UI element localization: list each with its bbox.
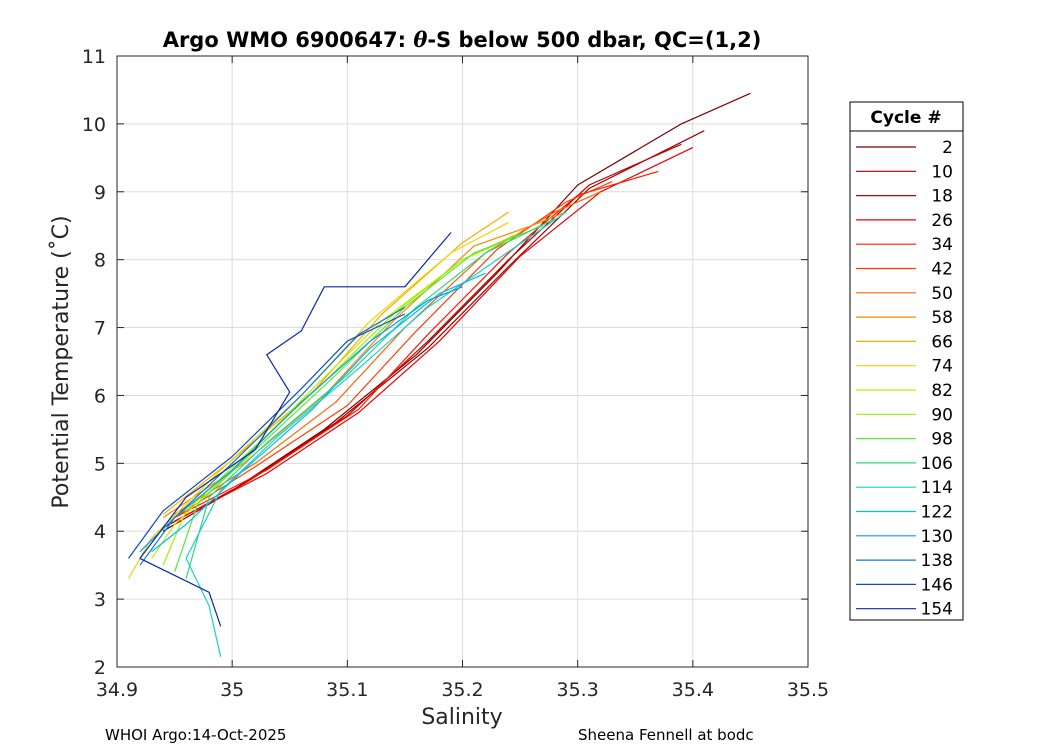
legend-label-cycle-66: 66 <box>931 332 953 352</box>
x-tick-label: 34.9 <box>96 679 138 701</box>
chart-title: Argo WMO 6900647: θ-S below 500 dbar, QC… <box>163 27 762 52</box>
legend: Cycle # 2 10 18 26 34 42 50 58 66 74 82 90 98 106 114 1… <box>849 101 964 621</box>
x-tick-label: 35.4 <box>672 679 714 701</box>
legend-title: Cycle # <box>870 108 941 128</box>
y-tick-label: 10 <box>82 114 106 136</box>
series-line-cycle-42 <box>174 181 613 519</box>
x-axis-label: Salinity <box>421 705 502 730</box>
y-tick-label: 6 <box>94 385 106 407</box>
legend-label-cycle-42: 42 <box>931 260 953 280</box>
legend-label-cycle-10: 10 <box>931 162 953 182</box>
legend-label-cycle-74: 74 <box>931 357 953 377</box>
series-line-cycle-154 <box>139 232 452 627</box>
legend-label-cycle-34: 34 <box>931 235 953 255</box>
legend-label-cycle-130: 130 <box>921 527 953 547</box>
legend-label-cycle-98: 98 <box>931 430 953 450</box>
series-line-cycle-90 <box>162 231 521 566</box>
y-axis-label: Potential Temperature (˚C) <box>49 215 74 508</box>
series-line-cycle-18 <box>174 143 682 525</box>
footer-right: Sheena Fennell at bodc <box>578 726 754 744</box>
legend-label-cycle-114: 114 <box>921 478 953 498</box>
y-tick-label: 2 <box>94 657 106 679</box>
x-axis-ticks: 34.9 35 35.1 35.2 35.3 35.4 35.5 <box>96 56 829 701</box>
series-line-cycle-146 <box>128 313 406 559</box>
series-line-cycle-66 <box>162 211 509 515</box>
series-lines <box>127 92 751 657</box>
legend-label-cycle-50: 50 <box>931 284 953 304</box>
series-line-cycle-122 <box>151 272 486 553</box>
y-tick-label: 11 <box>82 46 106 68</box>
x-tick-label: 35.5 <box>787 679 829 701</box>
y-tick-label: 9 <box>94 182 106 204</box>
legend-label-cycle-106: 106 <box>921 454 953 474</box>
y-tick-label: 7 <box>94 318 106 340</box>
series-line-cycle-106 <box>185 218 555 579</box>
legend-label-cycle-146: 146 <box>921 575 953 595</box>
legend-label-cycle-26: 26 <box>931 211 953 231</box>
y-tick-label: 4 <box>94 521 106 543</box>
legend-entries: 2 10 18 26 34 42 50 58 66 74 82 90 98 106 114 122 130 138… <box>856 138 953 620</box>
legend-label-cycle-18: 18 <box>931 187 953 207</box>
x-tick-label: 35.1 <box>326 679 368 701</box>
y-tick-label: 3 <box>94 589 106 611</box>
footer-left: WHOI Argo:14-Oct-2025 <box>105 726 286 744</box>
legend-label-cycle-138: 138 <box>921 551 953 571</box>
legend-label-cycle-122: 122 <box>921 503 953 523</box>
legend-label-cycle-58: 58 <box>931 308 953 328</box>
series-line-cycle-34 <box>174 170 659 519</box>
x-tick-label: 35.2 <box>441 679 483 701</box>
x-tick-label: 35 <box>220 679 244 701</box>
x-tick-label: 35.3 <box>557 679 599 701</box>
legend-label-cycle-154: 154 <box>921 600 953 620</box>
legend-label-cycle-2: 2 <box>942 138 953 158</box>
series-line-cycle-114 <box>185 211 567 657</box>
series-line-cycle-58 <box>162 211 567 519</box>
y-tick-label: 8 <box>94 250 106 272</box>
y-axis-ticks: 2 3 4 5 6 7 8 9 10 11 <box>82 46 808 679</box>
series-line-cycle-98 <box>174 225 544 573</box>
legend-label-cycle-90: 90 <box>931 405 953 425</box>
legend-label-cycle-82: 82 <box>931 381 953 401</box>
legend-box <box>849 101 964 621</box>
plot-grid <box>117 56 808 667</box>
y-tick-label: 5 <box>94 453 106 475</box>
